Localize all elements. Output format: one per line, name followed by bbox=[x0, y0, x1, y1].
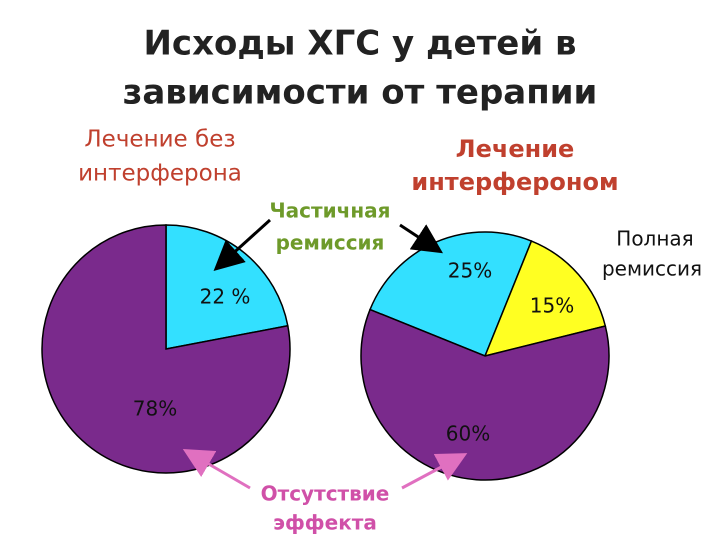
annotation: Полная bbox=[616, 227, 693, 251]
annotation: ремиссия bbox=[602, 257, 702, 281]
value-label: 22 % bbox=[200, 285, 251, 309]
annotation: ремиссия bbox=[276, 231, 385, 255]
pie-title: Лечение без bbox=[84, 127, 235, 153]
annotation: Частичная bbox=[269, 199, 390, 223]
pie-title: интерферона bbox=[78, 161, 242, 187]
annotation: эффекта bbox=[273, 511, 377, 535]
annotation: Отсутствие bbox=[261, 482, 390, 506]
arrow bbox=[399, 223, 444, 254]
arrow bbox=[401, 453, 468, 490]
value-label: 60% bbox=[446, 422, 490, 446]
value-label: 15% bbox=[530, 294, 574, 318]
value-label: 25% bbox=[448, 259, 492, 283]
pie-slice bbox=[483, 240, 607, 358]
title-line: зависимости от терапии bbox=[123, 73, 598, 113]
value-label: 78% bbox=[133, 397, 177, 421]
pies bbox=[41, 224, 610, 481]
pie-title: Лечение bbox=[456, 135, 575, 163]
pie-title: интерфероном bbox=[411, 168, 618, 196]
pie-slice bbox=[41, 224, 291, 474]
title-line: Исходы ХГС у детей в bbox=[143, 24, 576, 64]
arrow bbox=[182, 448, 251, 490]
arrow bbox=[213, 218, 272, 272]
pie-slice bbox=[360, 308, 610, 481]
